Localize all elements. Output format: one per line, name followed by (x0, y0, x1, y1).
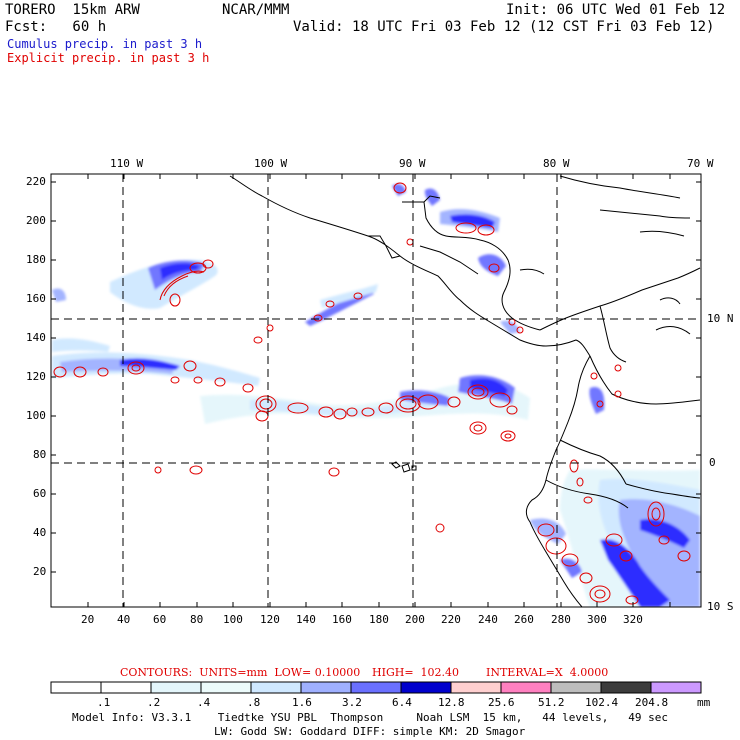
x-tick-label: 240 (478, 613, 498, 626)
y-tick-label: 20 (33, 565, 47, 578)
colorbar-label: .2 (147, 696, 161, 709)
init-time: Init: 06 UTC Wed 01 Feb 12 (506, 2, 726, 18)
lon-label-70w: 70 W (687, 157, 714, 170)
colorbar-label: 51.2 (538, 696, 565, 709)
model-info-line1: Model Info: V3.3.1 Tiedtke YSU PBL Thomp… (72, 711, 669, 724)
colorbar-label: 25.6 (488, 696, 515, 709)
x-tick-label: 160 (332, 613, 352, 626)
lat-label-10n: 10 N (707, 312, 734, 325)
y-tick-label: 120 (26, 370, 46, 383)
legend-cumulus: Cumulus precip. in past 3 h (7, 37, 203, 51)
colorbar-label: 1.6 (292, 696, 312, 709)
colorbar-box-3 (200, 681, 252, 694)
y-tick-label: 60 (33, 487, 47, 500)
colorbar-box-8 (450, 681, 502, 694)
colorbar-box-0 (50, 681, 102, 694)
x-tick-label: 260 (514, 613, 534, 626)
x-tick-label: 200 (405, 613, 425, 626)
colorbar-label: 3.2 (342, 696, 362, 709)
colorbar-box-6 (350, 681, 402, 694)
colorbar (50, 681, 702, 694)
x-tick-label: 320 (623, 613, 643, 626)
model-info-line2: LW: Godd SW: Goddard DIFF: simple KM: 2D… (214, 725, 526, 738)
colorbar-box-9 (500, 681, 552, 694)
x-tick-label: 180 (369, 613, 389, 626)
contour-high: HIGH= 102.40 (372, 666, 460, 679)
colorbar-box-1 (100, 681, 152, 694)
lon-label-110w: 110 W (110, 157, 144, 170)
colorbar-box-2 (150, 681, 202, 694)
model-name: TORERO 15km ARW (5, 2, 140, 18)
y-tick-label: 160 (26, 292, 46, 305)
y-tick-label: 200 (26, 214, 46, 227)
colorbar-box-4 (250, 681, 302, 694)
contour-interval: INTERVAL=X 4.0000 (486, 666, 609, 679)
colorbar-box-10 (550, 681, 602, 694)
explicit-precip-contours (53, 182, 691, 605)
colorbar-label: .4 (197, 696, 211, 709)
colorbar-unit: mm (697, 696, 711, 709)
x-tick-label: 140 (296, 613, 316, 626)
colorbar-label: .1 (97, 696, 111, 709)
lat-label-10s: 10 S (707, 600, 734, 613)
colorbar-box-7 (400, 681, 452, 694)
cumulus-precip-shading (52, 184, 700, 607)
x-tick-marks (87, 174, 671, 607)
organization: NCAR/MMM (222, 2, 290, 18)
x-tick-label: 280 (551, 613, 571, 626)
lon-label-100w: 100 W (254, 157, 288, 170)
colorbar-box-11 (600, 681, 652, 694)
forecast-hour: Fcst: 60 h (5, 19, 107, 35)
legend-explicit: Explicit precip. in past 3 h (7, 51, 210, 65)
x-tick-label: 300 (587, 613, 607, 626)
contour-units: CONTOURS: UNITS=mm LOW= 0.10000 (120, 666, 361, 679)
y-tick-label: 40 (33, 526, 47, 539)
y-tick-label: 220 (26, 175, 46, 188)
colorbar-label: .8 (247, 696, 261, 709)
x-tick-label: 120 (260, 613, 280, 626)
x-tick-label: 20 (81, 613, 95, 626)
y-tick-label: 140 (26, 331, 46, 344)
x-tick-label: 220 (441, 613, 461, 626)
lat-label-0: 0 (709, 456, 716, 469)
lat-lon-grid (51, 174, 701, 607)
y-tick-label: 100 (26, 409, 46, 422)
x-tick-label: 40 (117, 613, 131, 626)
x-tick-label: 60 (153, 613, 167, 626)
colorbar-label: 12.8 (438, 696, 465, 709)
map-frame (50, 173, 702, 608)
valid-time: Valid: 18 UTC Fri 03 Feb 12 (12 CST Fri … (293, 19, 715, 35)
coastlines (229, 175, 701, 607)
y-tick-marks (51, 181, 701, 573)
x-tick-label: 80 (190, 613, 204, 626)
colorbar-label: 6.4 (392, 696, 412, 709)
colorbar-label: 204.8 (635, 696, 669, 709)
y-tick-label: 80 (33, 448, 47, 461)
x-tick-label: 100 (223, 613, 243, 626)
colorbar-label: 102.4 (585, 696, 619, 709)
colorbar-box-12 (650, 681, 702, 694)
colorbar-box-5 (300, 681, 352, 694)
y-tick-label: 180 (26, 253, 46, 266)
lon-label-90w: 90 W (399, 157, 426, 170)
lon-label-80w: 80 W (543, 157, 570, 170)
